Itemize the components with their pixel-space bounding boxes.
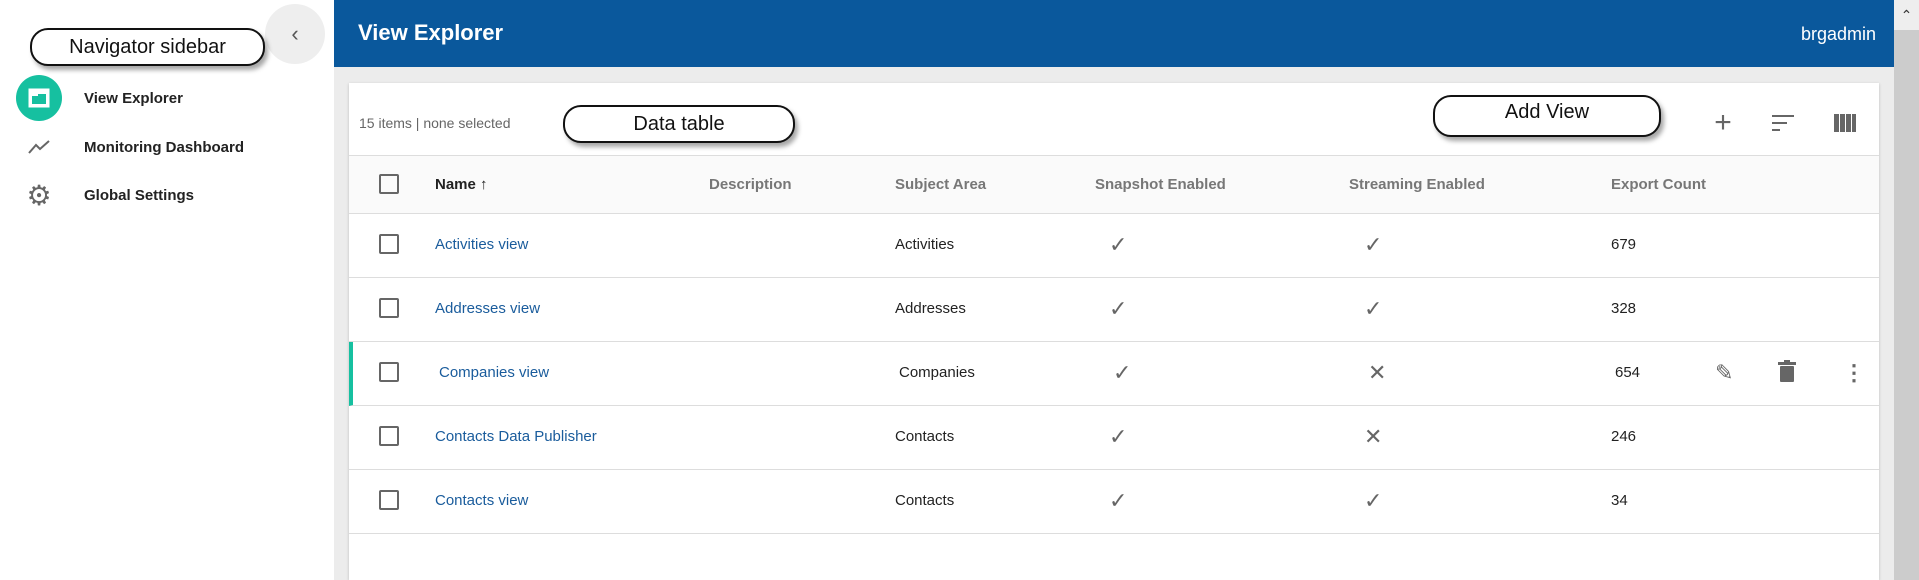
chevron-left-icon: ‹ — [291, 21, 299, 46]
check-icon: ✓ — [1113, 360, 1132, 385]
callout-data-table: Data table — [563, 105, 795, 143]
subject-area-cell: Addresses — [895, 300, 966, 317]
check-icon: ✓ — [1364, 488, 1383, 513]
table-row[interactable]: Companies view Companies ✓ ✕ 654 ✎ ⋮ — [349, 342, 1879, 406]
view-name-link[interactable]: Addresses view — [435, 300, 541, 317]
cross-icon: ✕ — [1364, 424, 1383, 449]
check-icon: ✓ — [1364, 296, 1383, 321]
navigator-sidebar: ‹ View Explorer Monitoring Dashboard ⚙ G… — [0, 0, 334, 580]
view-name-link[interactable]: Activities view — [435, 236, 529, 253]
subject-area-cell: Contacts — [895, 428, 955, 445]
row-checkbox[interactable] — [379, 298, 399, 318]
table-row[interactable]: Addresses view Addresses ✓ ✓ 328 — [349, 278, 1879, 342]
row-checkbox[interactable] — [379, 362, 399, 382]
scrollbar[interactable] — [1894, 0, 1919, 580]
check-icon: ✓ — [1109, 424, 1128, 449]
table-row[interactable]: Contacts Data Publisher Contacts ✓ ✕ 246 — [349, 406, 1879, 470]
user-menu[interactable]: brgadmin — [1800, 24, 1876, 44]
column-streaming-enabled[interactable]: Streaming Enabled — [1349, 176, 1485, 193]
add-view-button[interactable]: + — [1703, 103, 1743, 143]
export-count-cell: 246 — [1611, 428, 1637, 445]
sidebar-item-global-settings[interactable]: ⚙ Global Settings — [0, 173, 334, 217]
table-header: Name ↑ Description Subject Area Snapshot… — [349, 155, 1879, 214]
row-checkbox[interactable] — [379, 426, 399, 446]
check-icon: ✓ — [1364, 232, 1383, 257]
folder-icon — [16, 75, 62, 121]
table-row[interactable]: Contacts view Contacts ✓ ✓ 34 — [349, 470, 1879, 534]
collapse-sidebar-button[interactable]: ‹ — [265, 4, 325, 64]
main-area: View Explorer brgadmin 15 items | none s… — [334, 0, 1919, 580]
check-icon: ✓ — [1109, 296, 1128, 321]
subject-area-cell: Contacts — [895, 492, 955, 509]
check-icon: ✓ — [1109, 232, 1128, 257]
row-checkbox[interactable] — [379, 490, 399, 510]
callout-add-view: Add View — [1433, 95, 1661, 137]
sort-button[interactable] — [1763, 103, 1803, 143]
view-name-link[interactable]: Companies view — [439, 364, 550, 381]
column-subject-area[interactable]: Subject Area — [895, 176, 987, 193]
view-name-link[interactable]: Contacts Data Publisher — [435, 428, 597, 445]
add-icon: + — [1714, 106, 1732, 139]
sidebar-item-label: Monitoring Dashboard — [84, 138, 244, 156]
export-count-cell: 679 — [1611, 236, 1637, 253]
sidebar-item-view-explorer[interactable]: View Explorer — [0, 75, 334, 121]
edit-pencil-icon[interactable]: ✎ — [1715, 360, 1734, 385]
selection-count: 15 items | none selected — [359, 115, 511, 131]
column-export-count[interactable]: Export Count — [1611, 176, 1706, 193]
column-description[interactable]: Description — [709, 176, 792, 193]
export-count-cell: 34 — [1611, 492, 1628, 509]
columns-button[interactable] — [1825, 103, 1865, 143]
cross-icon: ✕ — [1368, 360, 1387, 385]
check-icon: ✓ — [1109, 488, 1128, 513]
columns-icon — [1834, 114, 1856, 132]
sidebar-item-label: Global Settings — [84, 186, 195, 204]
trending-icon — [16, 124, 62, 170]
sidebar-item-monitoring-dashboard[interactable]: Monitoring Dashboard — [0, 125, 334, 169]
delete-trash-icon[interactable] — [1778, 360, 1796, 387]
sidebar-item-label: View Explorer — [84, 89, 183, 107]
sort-arrow-up-icon: ↑ — [480, 176, 488, 193]
select-all-checkbox[interactable] — [379, 174, 399, 194]
more-vert-icon[interactable]: ⋮ — [1843, 360, 1865, 385]
subject-area-cell: Companies — [899, 364, 975, 381]
callout-navigator-sidebar: Navigator sidebar — [30, 28, 265, 66]
export-count-cell: 328 — [1611, 300, 1637, 317]
column-name[interactable]: Name ↑ — [435, 176, 488, 193]
scroll-up-button[interactable]: ⌃ — [1894, 0, 1919, 30]
subject-area-cell: Activities — [895, 236, 955, 253]
table-row[interactable]: Activities view Activities ✓ ✓ 679 — [349, 214, 1879, 278]
row-checkbox[interactable] — [379, 234, 399, 254]
page-title: View Explorer — [358, 20, 504, 45]
gear-icon: ⚙ — [26, 179, 52, 211]
data-table-card: 15 items | none selected + Name ↑ Descri… — [349, 83, 1879, 580]
column-snapshot-enabled[interactable]: Snapshot Enabled — [1095, 176, 1226, 193]
view-name-link[interactable]: Contacts view — [435, 492, 529, 509]
top-bar: View Explorer brgadmin — [334, 0, 1894, 67]
export-count-cell: 654 — [1615, 364, 1641, 381]
sort-icon — [1772, 115, 1794, 131]
